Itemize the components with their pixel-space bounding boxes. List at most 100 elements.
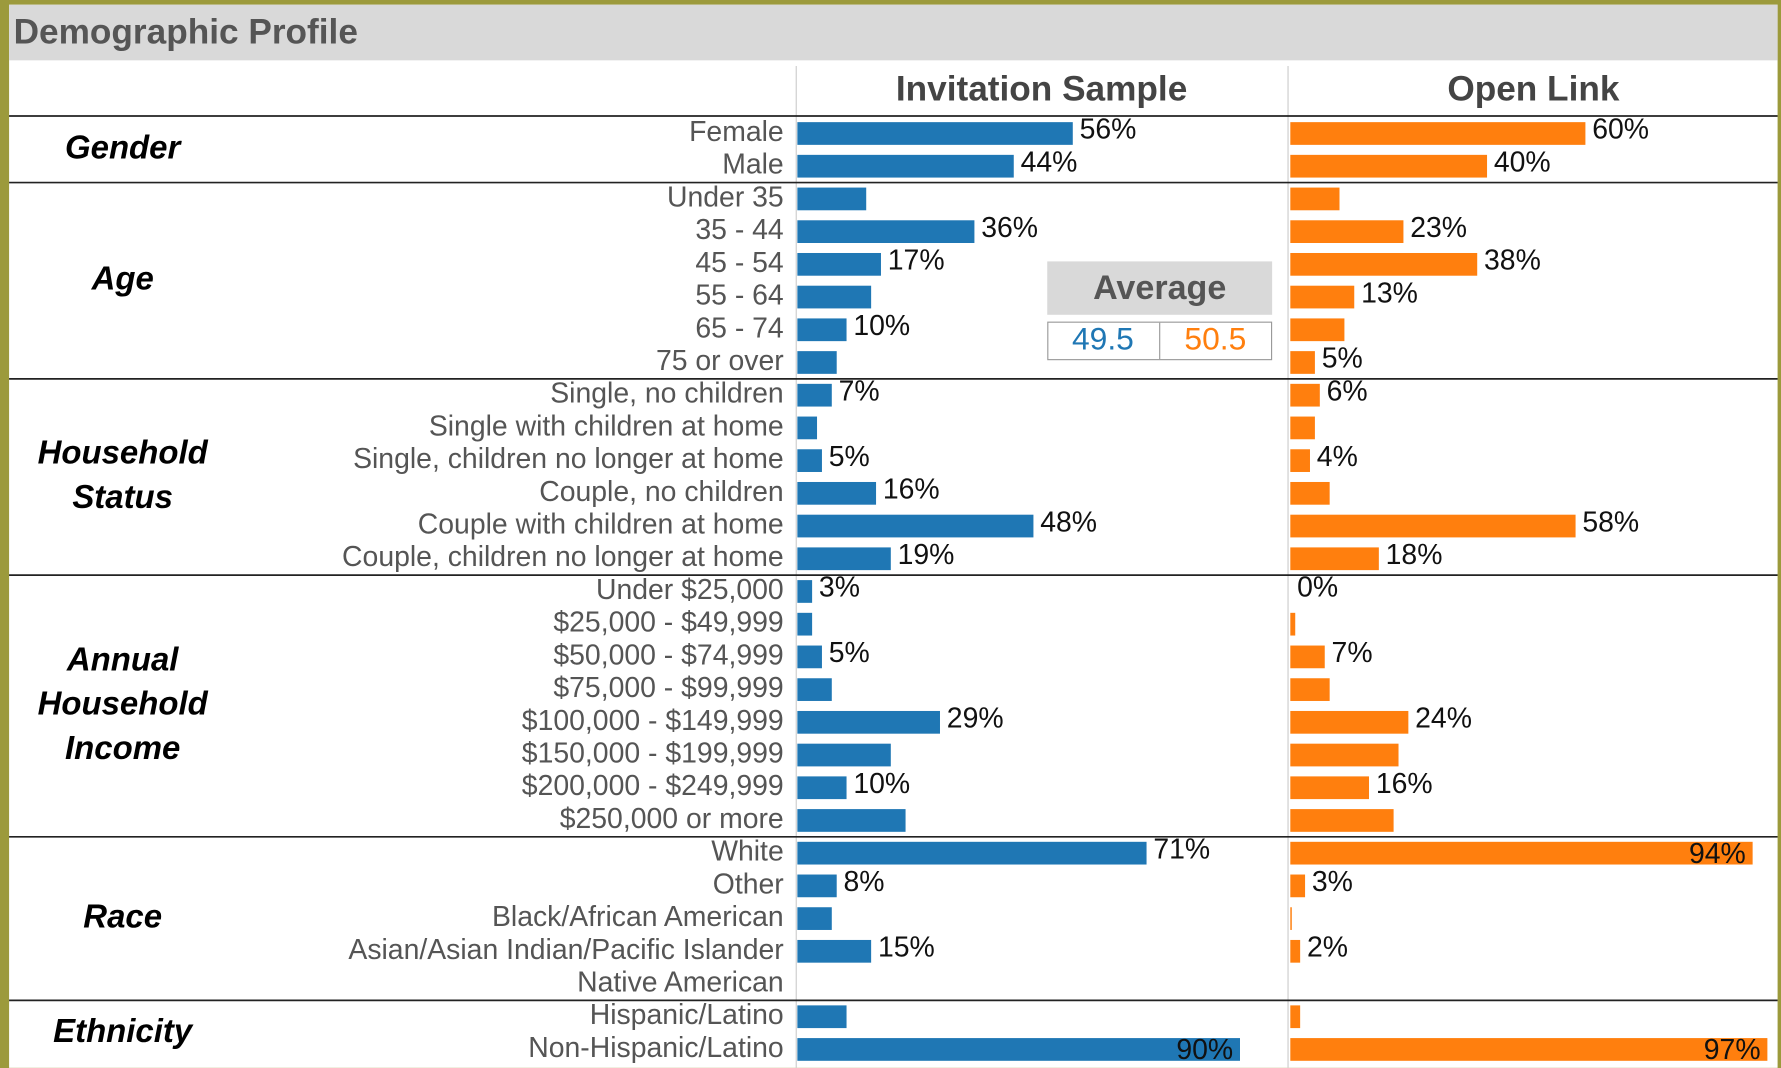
category-label: Female (689, 116, 784, 148)
value-label: 40% (1494, 146, 1551, 178)
value-label: 2% (1307, 932, 1348, 964)
bar (1290, 252, 1478, 276)
value-label: 7% (839, 375, 880, 407)
average-label: Average (1093, 269, 1226, 307)
value-label: 10% (853, 768, 910, 800)
bar (797, 580, 813, 603)
bar (1290, 645, 1325, 669)
value-label: 16% (883, 474, 940, 506)
value-label: 13% (1361, 277, 1418, 309)
category-label: Other (713, 868, 784, 900)
bar (1290, 122, 1586, 145)
bar (1290, 220, 1404, 243)
bar (797, 547, 891, 571)
bar (797, 449, 822, 472)
value-label: 90% (1176, 1034, 1233, 1066)
average-header (1047, 261, 1273, 315)
group-label: Ethnicity (53, 1012, 194, 1049)
value-label: 60% (1592, 114, 1649, 146)
group-label: Household (38, 434, 209, 471)
value-label: 19% (898, 539, 955, 571)
value-label: 6% (1327, 375, 1368, 407)
category-label: Under $25,000 (596, 574, 784, 606)
group-label: Race (83, 897, 162, 934)
bar (1290, 678, 1330, 701)
category-label: Single, children no longer at home (353, 443, 784, 475)
value-label: 0% (1297, 572, 1338, 604)
bar (797, 743, 891, 767)
bar (797, 252, 881, 276)
category-label: Couple with children at home (418, 509, 784, 541)
bar (797, 481, 877, 505)
value-label: 15% (878, 932, 935, 964)
category-label: Couple, no children (539, 476, 783, 508)
bar (1290, 907, 1292, 930)
chart-title: Demographic Profile (14, 13, 358, 52)
bar (797, 612, 813, 636)
bar (1290, 939, 1301, 963)
category-label: 65 - 74 (695, 312, 783, 344)
category-label: Non-Hispanic/Latino (528, 1032, 784, 1064)
value-label: 48% (1040, 506, 1097, 538)
average-value: 49.5 (1072, 320, 1134, 356)
value-label: 44% (1021, 146, 1078, 178)
column-header: Invitation Sample (896, 69, 1187, 108)
value-label: 94% (1689, 838, 1746, 870)
value-label: 3% (819, 572, 860, 604)
group-label: Income (65, 729, 180, 766)
category-label: Under 35 (667, 181, 784, 213)
value-label: 5% (829, 441, 870, 473)
bar (797, 907, 832, 930)
value-label: 56% (1080, 114, 1137, 146)
value-label: 29% (947, 703, 1004, 735)
bar (797, 416, 818, 440)
bar (1290, 481, 1330, 505)
bar (797, 645, 822, 669)
bar (1290, 449, 1310, 472)
bar (797, 710, 940, 734)
category-label: 55 - 64 (695, 280, 783, 312)
value-label: 10% (853, 310, 910, 342)
average-value: 50.5 (1184, 320, 1246, 356)
column-header: Open Link (1447, 69, 1620, 108)
category-label: 35 - 44 (695, 214, 783, 246)
bar (797, 285, 872, 309)
bar (797, 776, 847, 800)
bar (797, 122, 1073, 145)
category-label: $50,000 - $74,999 (553, 639, 783, 671)
group-label: Household (38, 685, 209, 722)
bar (1290, 612, 1296, 636)
value-label: 71% (1153, 833, 1210, 865)
bar (797, 841, 1147, 865)
value-label: 18% (1386, 539, 1443, 571)
bar (1290, 1038, 1768, 1061)
value-label: 5% (1322, 343, 1363, 375)
bar (797, 874, 837, 898)
category-label: $75,000 - $99,999 (553, 672, 783, 704)
category-label: $150,000 - $199,999 (522, 738, 784, 770)
group-label: Status (72, 478, 173, 515)
bar (797, 383, 832, 407)
bar (797, 220, 975, 243)
bar (797, 1005, 847, 1029)
bar (1290, 776, 1370, 800)
value-label: 36% (981, 212, 1038, 244)
bar (797, 1038, 1240, 1061)
category-label: Hispanic/Latino (590, 999, 784, 1031)
bar (797, 678, 832, 701)
value-label: 16% (1376, 768, 1433, 800)
bar (1290, 1005, 1301, 1029)
group-label: Annual (66, 640, 179, 677)
category-label: $200,000 - $249,999 (522, 770, 784, 802)
bar (797, 351, 837, 374)
bar (1290, 841, 1753, 865)
value-label: 5% (829, 637, 870, 669)
category-label: White (711, 836, 784, 868)
category-label: 45 - 54 (695, 247, 783, 279)
bar (1290, 351, 1315, 374)
bar (1290, 318, 1345, 342)
value-label: 38% (1484, 245, 1541, 277)
value-label: 7% (1332, 637, 1373, 669)
category-label: Couple, children no longer at home (342, 541, 784, 573)
